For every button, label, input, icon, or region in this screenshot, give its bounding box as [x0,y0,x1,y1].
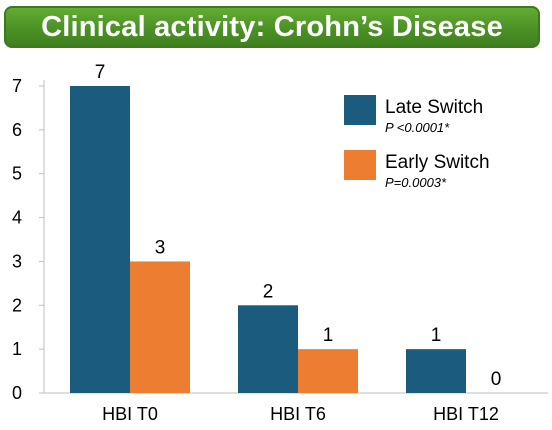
x-tick-label: HBI T12 [433,404,499,424]
data-label: 7 [95,62,106,83]
category-labels: HBI T0 HBI T6 HBI T12 [102,404,499,424]
legend: Late Switch P <0.0001* Early Switch P=0.000… [344,95,490,190]
data-label: 3 [155,237,166,258]
legend-note: P=0.0003* [385,175,447,190]
legend-label: Late Switch [385,97,483,118]
chart-title-banner: Clinical activity: Crohn’s Disease [4,6,540,48]
y-tick-label: 6 [12,120,22,140]
legend-swatch [344,150,376,180]
y-axis-ticks: 0 1 2 3 4 5 6 7 [12,76,44,403]
x-tick-label: HBI T0 [102,404,158,424]
legend-note: P <0.0001* [385,120,450,135]
data-label: 2 [263,281,274,302]
data-label: 0 [491,369,502,390]
bars: 7 3 2 1 1 0 [70,62,501,393]
legend-swatch [344,95,376,125]
data-label: 1 [323,325,334,346]
bar [70,86,130,393]
y-tick-label: 5 [12,164,22,184]
legend-label: Early Switch [385,152,490,173]
bar [130,261,190,393]
y-tick-label: 3 [12,251,22,271]
y-tick-label: 2 [12,295,22,315]
y-tick-label: 1 [12,339,22,359]
y-tick-label: 4 [12,208,22,228]
chart-title: Clinical activity: Crohn’s Disease [41,10,503,43]
bar [238,305,298,393]
y-tick-label: 0 [12,383,22,403]
data-label: 1 [431,325,442,346]
x-tick-label: HBI T6 [270,404,326,424]
y-tick-label: 7 [12,76,22,96]
bar [406,349,466,393]
bar [298,349,358,393]
